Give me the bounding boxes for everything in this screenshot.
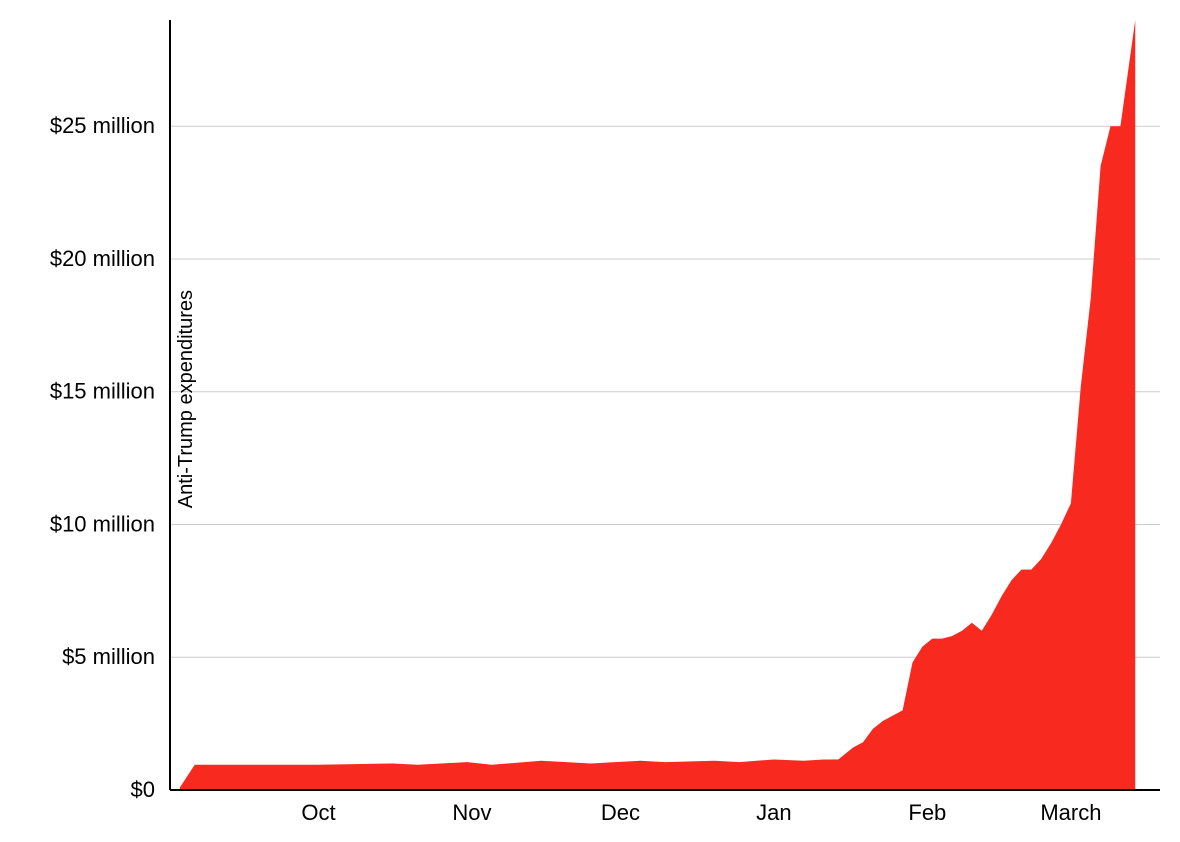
y-tick-label: $20 million [50,246,155,271]
y-tick-label: $25 million [50,113,155,138]
x-tick-label: Oct [301,800,335,825]
x-tick-label: Jan [756,800,791,825]
x-tick-label: March [1040,800,1101,825]
y-tick-label: $10 million [50,511,155,536]
x-tick-label: Nov [452,800,491,825]
x-tick-label: Feb [908,800,946,825]
y-axis-label: Anti-Trump expenditures [175,290,197,508]
y-tick-label: $15 million [50,379,155,404]
chart-svg: $0 $5 million $10 million $15 million $20 mi… [0,0,1180,842]
y-tick-label: $5 million [62,644,155,669]
x-tick-label: Dec [601,800,640,825]
y-tick-label: $0 [131,777,155,802]
expenditures-area-chart: $0 $5 million $10 million $15 million $20 mi… [0,0,1180,842]
